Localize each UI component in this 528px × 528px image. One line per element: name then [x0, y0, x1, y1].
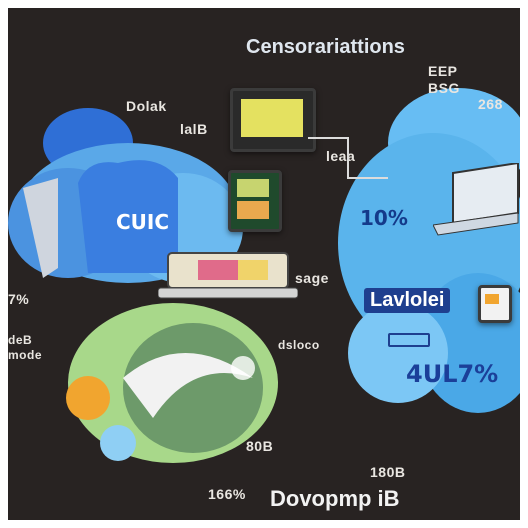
label-bottom-3: 166% [208, 486, 246, 502]
monitor-icon [230, 88, 316, 152]
document-icon [478, 285, 512, 323]
footer-title: Dovopmp iB [270, 486, 400, 511]
cloud-right-percent: 10% [360, 206, 408, 230]
leaf-icon [66, 303, 278, 463]
label-top-left-2: lalB [180, 121, 208, 137]
label-mid-left-1: deB [8, 333, 33, 347]
page-title: Censorariattions [246, 36, 405, 58]
cloud-label-left: CUIC [116, 210, 170, 234]
laptop-right-icon [433, 163, 519, 236]
label-top-right-2: BSG [428, 80, 460, 96]
label-center-2: sage [295, 270, 329, 286]
stand-icon [23, 178, 58, 278]
label-top-right-1: EEP [428, 63, 458, 79]
label-bottom-1: 80B [246, 438, 274, 454]
cloud-right-title: Lavlolei [364, 288, 451, 313]
label-mid-left-3: mode [8, 348, 43, 362]
label-center-3: dsloco [278, 338, 320, 352]
label-top-left-1: Dolak [126, 98, 167, 114]
device-icon [228, 170, 282, 232]
progress-bar-icon [388, 333, 430, 347]
connector-lines [308, 137, 388, 179]
label-bottom-2: 180B [370, 464, 406, 480]
illustration-canvas: CUIC Cens [8, 8, 520, 520]
laptop-icon [158, 252, 298, 299]
cloud-right-value: 4UL7% [406, 360, 499, 388]
label-mid-left-2: 7% [8, 291, 30, 307]
label-top-right-3: 268 [478, 96, 503, 112]
